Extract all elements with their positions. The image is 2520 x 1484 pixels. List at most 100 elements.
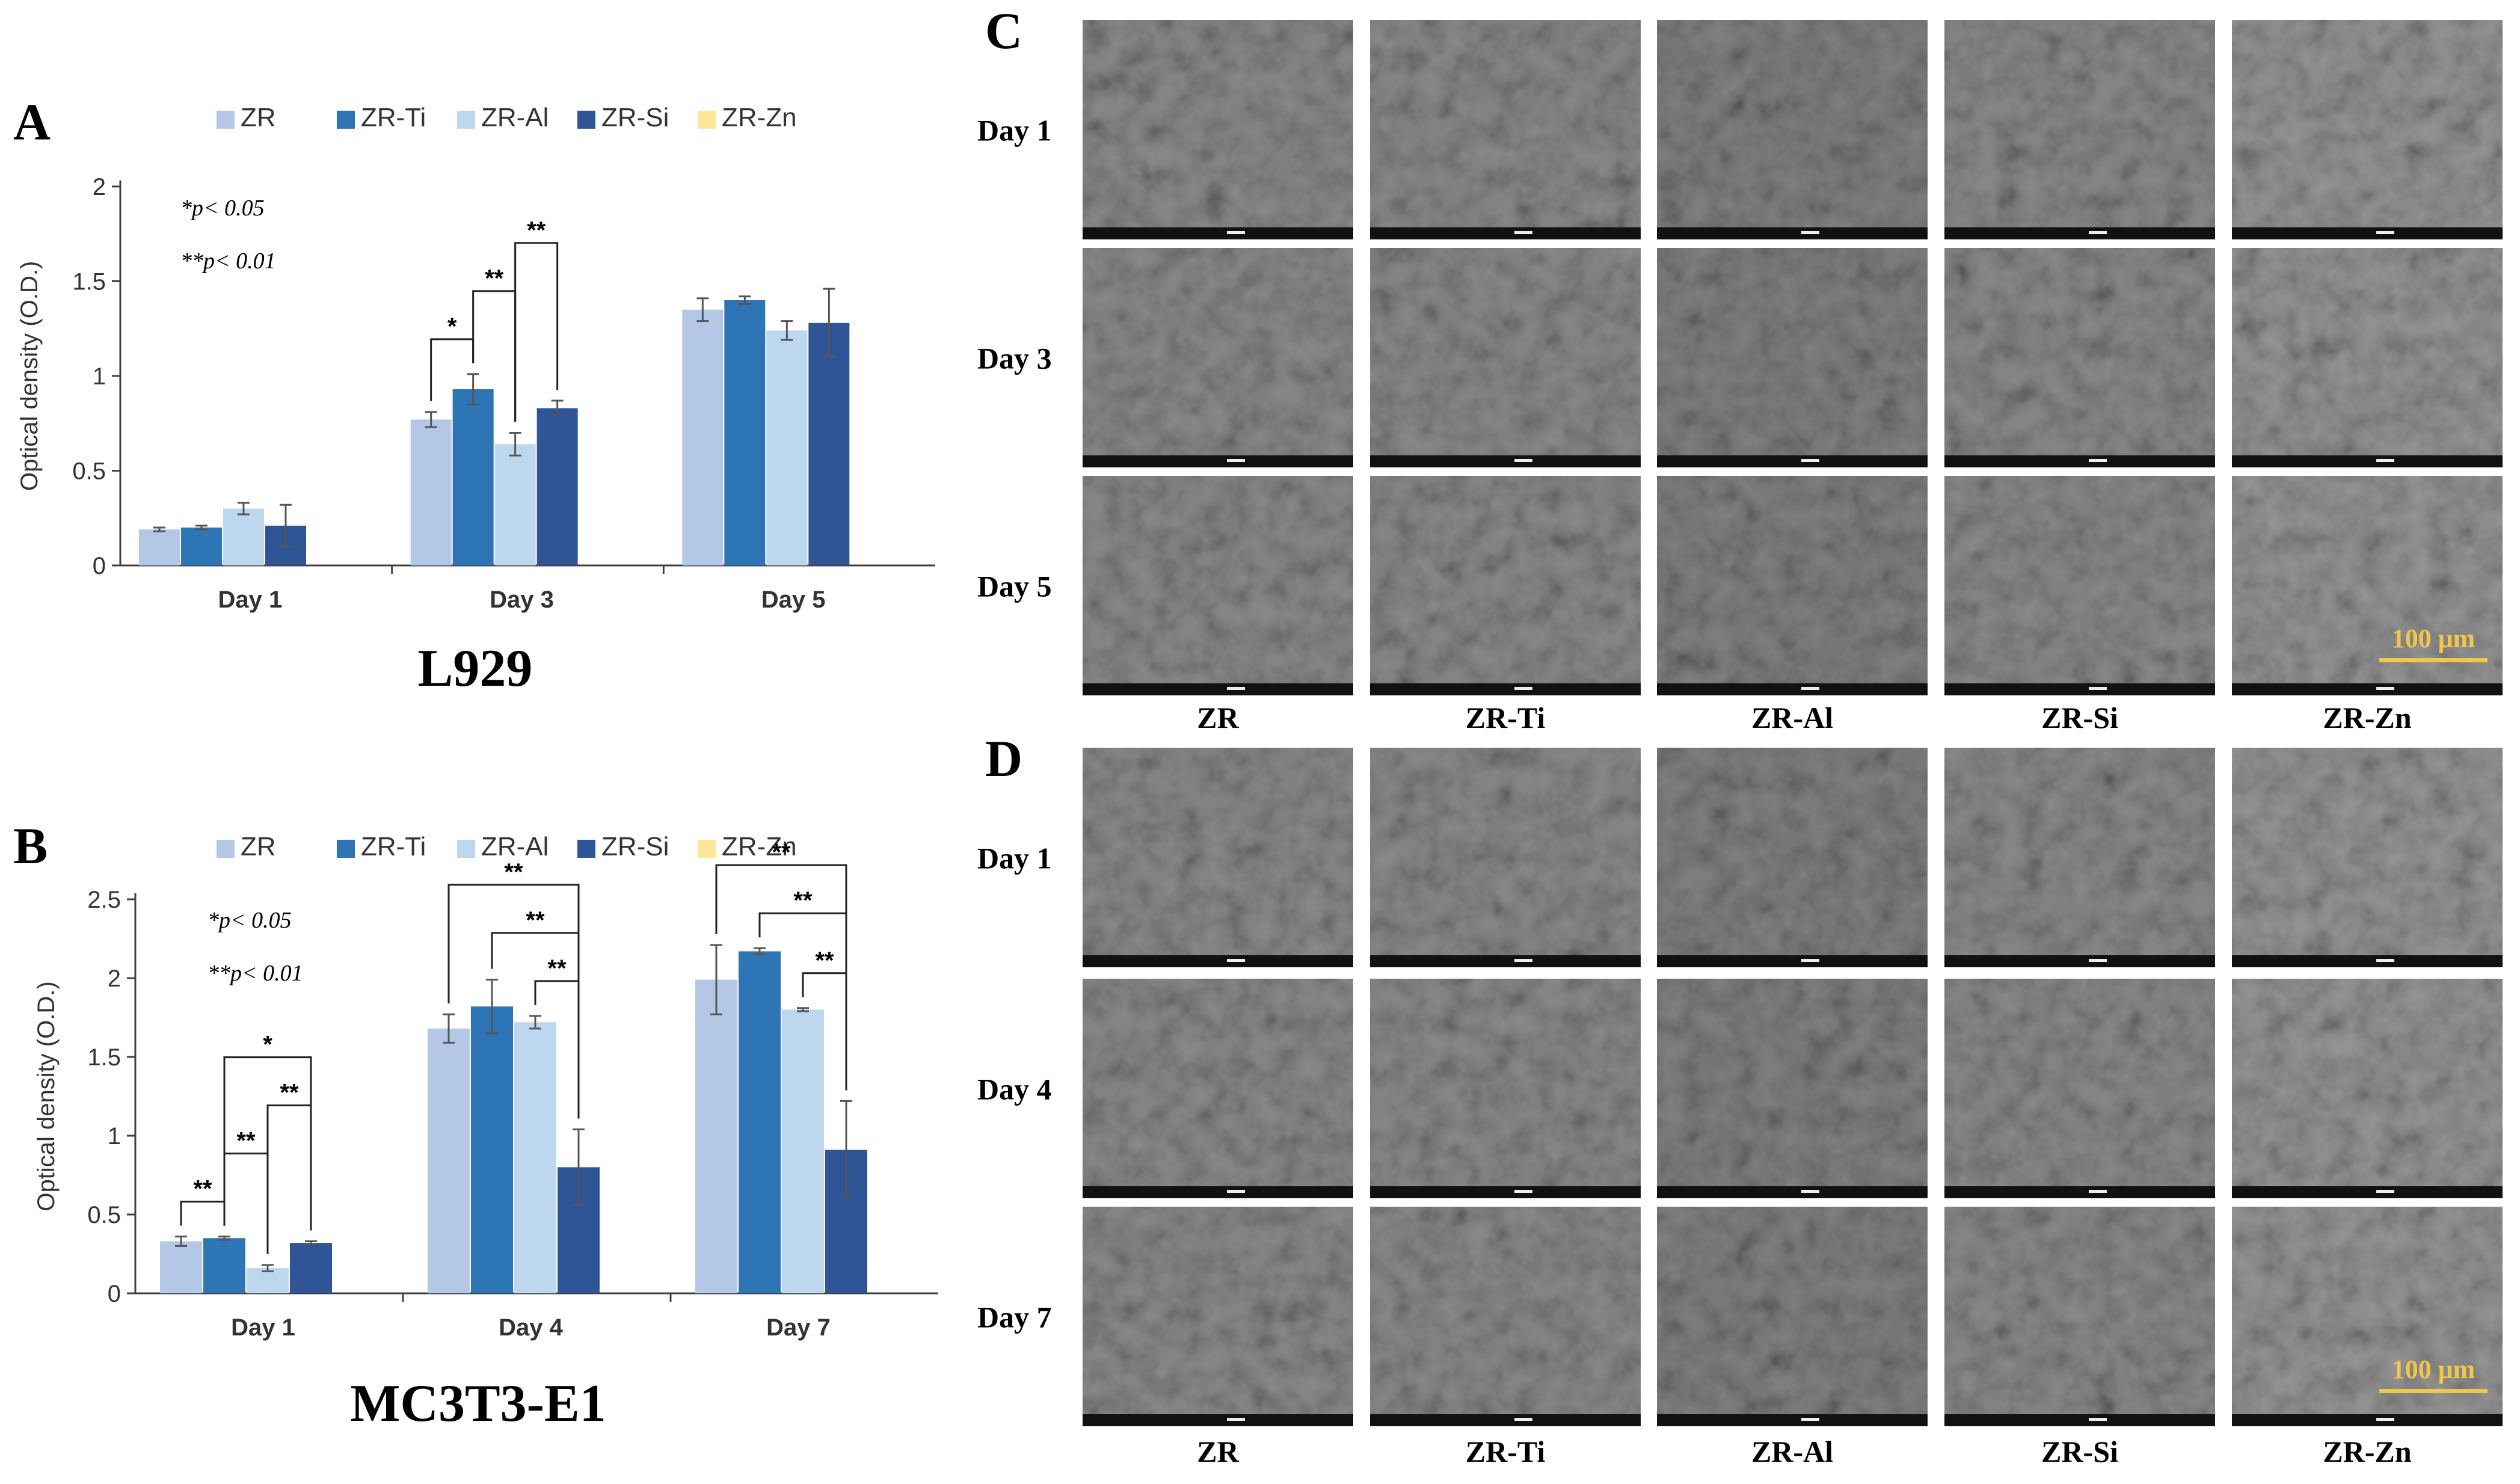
chart-b-x-tick-label: Day 4 <box>499 1314 563 1341</box>
panel-d-sem-info-bar <box>1657 1186 1928 1198</box>
panel-c-sem-image <box>1944 20 2215 239</box>
panel-c-column-label: ZR-Si <box>2041 701 2118 734</box>
panel-c-sem-image <box>1370 20 1641 239</box>
chart-b-significance-label: ** <box>547 955 567 982</box>
panel-d-sem-scale-mark <box>2376 959 2394 962</box>
chart-b-y-axis-label: Optical density (O.D.) <box>33 981 60 1211</box>
chart-a-significance-brackets: ***** <box>430 217 559 422</box>
panel-c-sem-image <box>2232 20 2503 239</box>
chart-a-legend-swatch-zr-al <box>457 111 475 129</box>
panel-d-sem-info-bar <box>1370 1414 1641 1426</box>
panel-c-sem-image <box>1944 248 2215 467</box>
panel-d-sem-scale-mark <box>1514 959 1532 962</box>
panel-c-scale-bar <box>2379 658 2488 662</box>
panel-c-sem-info-bar <box>1083 683 1353 695</box>
chart-a-significance-legend: *p< 0.05 **p< 0.01 <box>180 196 276 274</box>
panel-c-sem-image <box>2232 476 2503 695</box>
chart-b-significance-bracket <box>223 1056 312 1231</box>
panel-d-column-label: ZR-Ti <box>1466 1435 1546 1468</box>
panel-c-column-label: ZR-Ti <box>1466 701 1546 734</box>
panel-d-sem-info-bar <box>1944 955 2215 967</box>
chart-b-y-tick-label: 2.5 <box>87 887 121 913</box>
panel-c-sem-scale-mark <box>1227 231 1245 234</box>
chart-a-bars <box>139 288 850 565</box>
panel-c-sem-image <box>2232 248 2503 467</box>
panel-d-sem-info-bar <box>1083 1414 1353 1426</box>
chart-a-title: L929 <box>418 639 533 698</box>
chart-b-legend-swatch-zr-si <box>577 840 595 858</box>
chart-a-y-tick-label: 0 <box>93 553 106 579</box>
chart-a-bar <box>223 508 264 565</box>
panel-d-sem-image <box>1083 748 1353 967</box>
panel-c-sem-image <box>1370 476 1641 695</box>
chart-b-bar <box>160 1241 202 1293</box>
chart-b-significance-bracket <box>266 1104 312 1254</box>
sem-grid-c: Day 1 Day 3 Day 5 100 μm ZR ZR-Ti ZR-Al ZR-Si ZR… <box>977 20 2503 734</box>
chart-a-bar <box>724 300 766 565</box>
chart-a-y-tick-label: 0.5 <box>72 458 106 485</box>
chart-a-legend-label: ZR-Si <box>601 103 669 132</box>
chart-b-x-tick-label: Day 1 <box>231 1314 295 1341</box>
panel-d-sem-image <box>2232 979 2503 1198</box>
chart-a-significance-label: * <box>447 313 457 340</box>
chart-a-x-tick-label: Day 3 <box>490 587 554 613</box>
panel-c-scale-bar-label: 100 μm <box>2392 624 2475 653</box>
chart-b-significance-brackets: ******************* <box>180 839 847 1254</box>
panel-c-sem-scale-mark <box>2089 459 2107 462</box>
chart-b-legend-swatch-zr-al <box>457 840 475 858</box>
chart-b-bar <box>247 1268 289 1293</box>
chart-b-significance-note: *p< 0.05 <box>207 908 292 933</box>
panel-c-column-label: ZR-Zn <box>2323 701 2411 734</box>
chart-b-title: MC3T3-E1 <box>350 1375 606 1433</box>
panel-c-sem-scale-mark <box>1801 231 1819 234</box>
chart-b-significance-label: ** <box>793 887 813 914</box>
panel-c-sem-info-bar <box>1944 683 2215 695</box>
panel-d-sem-image <box>1370 748 1641 967</box>
panel-d-sem-info-bar <box>2232 1414 2503 1426</box>
chart-b-legend-swatch-zr <box>217 840 235 858</box>
panel-d-sem-image <box>1944 1207 2215 1426</box>
panel-c-sem-image <box>1657 476 1928 695</box>
panel-c-sem-scale-mark <box>1514 459 1532 462</box>
panel-d-sem-info-bar <box>1083 1186 1353 1198</box>
chart-b-significance-label: ** <box>280 1080 299 1106</box>
chart-b-x-tick-label: Day 7 <box>766 1314 831 1341</box>
panel-c-sem-info-bar <box>1944 227 2215 239</box>
chart-a-y-tick-label: 1 <box>93 363 106 390</box>
panel-c-sem-info-bar <box>1657 455 1928 467</box>
panel-c-sem-scale-mark <box>2376 687 2394 690</box>
chart-a-legend: ZR ZR-Ti ZR-Al ZR-Si ZR-Zn <box>217 103 797 132</box>
chart-a-x-tick-label: Day 5 <box>761 587 826 613</box>
chart-a-legend-swatch-zr-ti <box>337 111 355 129</box>
chart-b-significance-label: ** <box>236 1128 256 1154</box>
chart-a-significance-label: ** <box>485 265 504 292</box>
chart-b-significance-bracket <box>715 864 847 1091</box>
panel-c-sem-image <box>1944 476 2215 695</box>
panel-c-sem-info-bar <box>1370 455 1641 467</box>
chart-a-bar <box>766 330 808 565</box>
chart-a-bar <box>452 389 494 565</box>
panel-d-sem-image <box>2232 1207 2503 1426</box>
chart-a-significance-label: ** <box>527 217 546 244</box>
panel-c-sem-info-bar <box>1083 227 1353 239</box>
panel-c-sem-info-bar <box>1370 683 1641 695</box>
panel-d-sem-scale-mark <box>1801 959 1819 962</box>
panel-c-row-label: Day 5 <box>977 570 1052 603</box>
panel-c-sem-image <box>1083 248 1353 467</box>
chart-b-bar <box>739 951 781 1293</box>
chart-b-bar <box>782 1009 824 1293</box>
chart-b-y-tick-label: 0 <box>108 1281 121 1307</box>
chart-b-bar <box>471 1006 513 1293</box>
chart-b-bar <box>428 1028 470 1293</box>
panel-c-sem-info-bar <box>1083 455 1353 467</box>
panel-d-sem-image <box>2232 748 2503 967</box>
panel-d-sem-scale-mark <box>2376 1190 2394 1193</box>
chart-a-legend-label: ZR-Zn <box>722 103 797 132</box>
chart-a-legend-swatch-zr <box>217 111 235 129</box>
panel-d-row-label: Day 1 <box>977 842 1052 875</box>
panel-d-sem-info-bar <box>2232 955 2503 967</box>
panel-d-row-label: Day 7 <box>977 1301 1052 1334</box>
panel-c-sem-info-bar <box>2232 455 2503 467</box>
chart-b-y-tick-label: 1 <box>108 1123 121 1150</box>
